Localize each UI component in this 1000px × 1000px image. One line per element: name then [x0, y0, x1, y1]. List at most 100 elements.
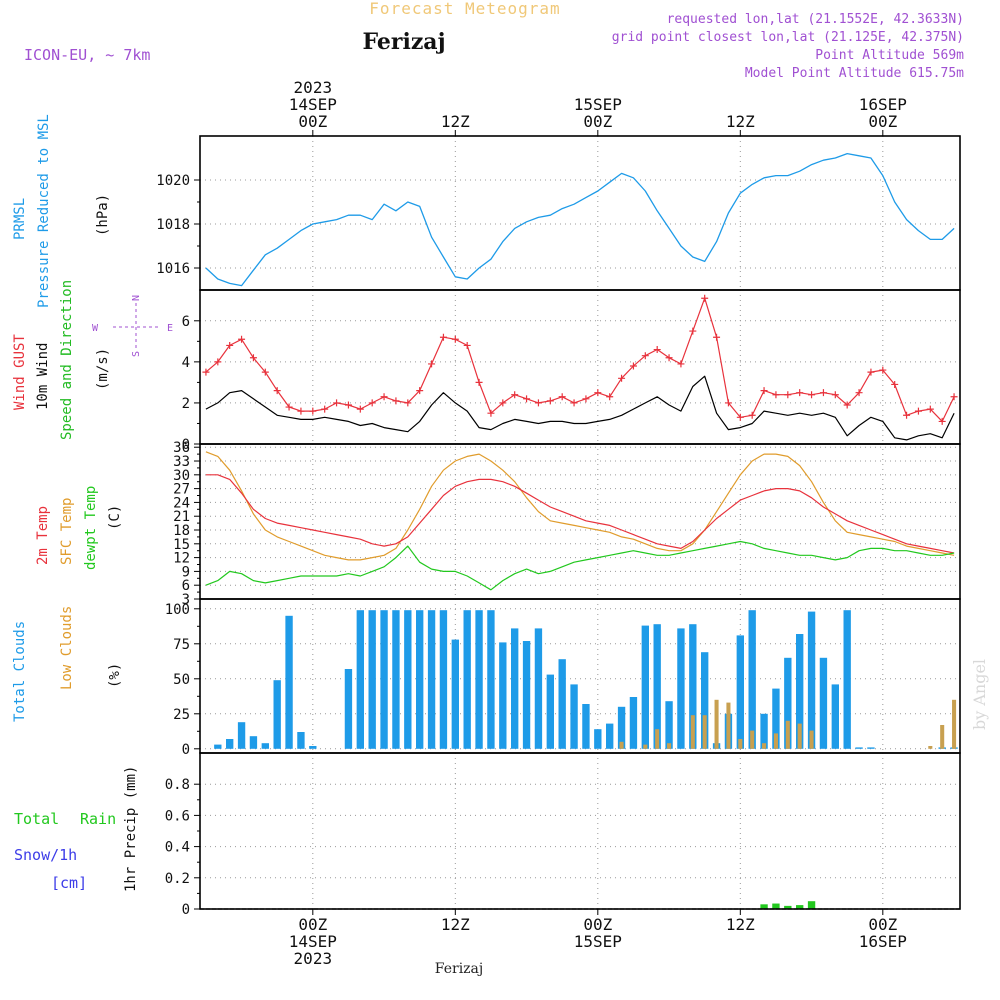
gust-marker: [724, 399, 732, 407]
footer-location: Ferizaj: [435, 961, 483, 977]
gust-marker: [594, 389, 602, 397]
gust-marker: [273, 387, 281, 395]
total-cloud-bar: [499, 642, 507, 749]
low-cloud-bar: [726, 702, 731, 749]
total-cloud-bar: [511, 628, 519, 749]
total-cloud-bar: [309, 746, 317, 749]
panel-frame: [199, 135, 961, 291]
precip-tick-label: 0: [182, 902, 190, 918]
total-cloud-bar: [772, 688, 780, 749]
gust-marker: [701, 294, 709, 302]
compass-rose: N S W E: [92, 295, 173, 357]
gust-marker: [416, 387, 424, 395]
total-cloud-bar: [701, 652, 709, 749]
gust-line: [205, 297, 955, 422]
total-cloud-bar: [368, 610, 376, 749]
low-cloud-bar: [940, 725, 945, 749]
rain-bar: [796, 905, 804, 909]
total-cloud-bar: [629, 697, 638, 749]
gust-marker: [867, 368, 875, 376]
total-cloud-bar: [784, 657, 792, 749]
total-cloud-bar: [855, 747, 863, 749]
top-time-label: 16SEP: [859, 95, 907, 114]
total-cloud-bar: [843, 610, 851, 749]
gust-marker: [356, 405, 364, 413]
bottom-time-label: 2023: [294, 949, 333, 968]
requested-coords: requested lon,lat (21.1552E, 42.3633N): [667, 12, 964, 27]
temp-tick-label: 24: [173, 495, 190, 511]
gust-marker: [606, 393, 614, 401]
top-time-label: 12Z: [726, 112, 755, 131]
gust-marker: [226, 341, 234, 349]
clouds-unit: (%): [107, 663, 123, 688]
gust-marker: [748, 411, 756, 419]
temp-unit: (C): [107, 505, 123, 530]
temp-tick-label: 3: [182, 592, 190, 608]
total-cloud-bar: [665, 701, 673, 749]
total-cloud-bar: [558, 659, 566, 749]
total-cloud-bar: [226, 739, 234, 749]
total-cloud-bar: [475, 610, 483, 749]
top-time-label: 00Z: [868, 112, 897, 131]
panel-frame: [199, 289, 961, 445]
bottom-time-label: 12Z: [441, 915, 470, 934]
axis-layer: 1016101810200246369121518212427303336025…: [156, 78, 907, 968]
temp-tick-label: 33: [173, 454, 190, 470]
total-cloud-bar: [285, 615, 293, 749]
total-cloud-bar: [689, 624, 697, 749]
gust-marker: [819, 389, 827, 397]
temp2m-label: 2m Temp: [35, 506, 51, 565]
gust-marker: [499, 399, 507, 407]
total-cloud-bar: [819, 657, 828, 749]
total-cloud-bar: [261, 743, 269, 749]
low-cloud-bar: [690, 715, 695, 749]
low-cloud-bar: [762, 743, 767, 749]
gust-marker: [511, 391, 519, 399]
total-cloud-bar: [760, 713, 768, 749]
temp-tick-label: 9: [182, 564, 190, 580]
gust-marker: [404, 399, 412, 407]
total-cloud-bar: [748, 610, 756, 749]
total-cloud-bar: [617, 706, 626, 749]
wind-tick-label: 4: [182, 355, 190, 371]
gust-marker: [641, 352, 649, 360]
gust-marker: [689, 327, 697, 335]
panel-frame: [199, 752, 961, 910]
low-cloud-bar: [655, 729, 660, 749]
gust-marker: [582, 395, 590, 403]
gust-label: Wind GUST: [12, 334, 28, 410]
gust-marker: [214, 358, 222, 366]
total-cloud-bar: [582, 704, 590, 749]
snow-label: Snow/1h: [14, 846, 77, 864]
total-cloud-bar: [831, 684, 839, 749]
temp-tick-label: 36: [173, 440, 190, 456]
temp-tick-label: 21: [173, 509, 190, 525]
compass-s: S: [131, 351, 142, 357]
total-cloud-bar: [534, 628, 543, 749]
total-cloud-bar: [297, 732, 305, 749]
total-cloud-bar: [427, 610, 436, 749]
gust-marker: [736, 413, 744, 421]
gust-marker: [891, 380, 899, 388]
total-cloud-bar: [439, 610, 448, 749]
clouds-tick-label: 75: [173, 637, 190, 653]
gust-marker: [428, 360, 436, 368]
bottom-time-label: 00Z: [868, 915, 897, 934]
temp-tick-label: 12: [173, 551, 190, 567]
pressure-tick-label: 1020: [156, 173, 190, 189]
gust-marker: [950, 393, 958, 401]
gust-marker: [879, 366, 887, 374]
total-clouds-label: Total Clouds: [12, 621, 28, 722]
temp-tick-label: 18: [173, 523, 190, 539]
bottom-time-label: 00Z: [298, 915, 327, 934]
gust-marker: [558, 393, 566, 401]
total-cloud-bar: [237, 722, 246, 749]
rain-bar: [760, 904, 768, 909]
gust-marker: [309, 407, 317, 415]
temp-tick-label: 15: [173, 537, 190, 553]
top-time-label: 12Z: [441, 112, 470, 131]
dewpt-label: dewpt Temp: [83, 486, 99, 570]
model-label: ICON-EU, ~ 7km: [24, 46, 150, 64]
precip-tick-label: 0.6: [165, 808, 190, 824]
precip-tick-label: 0.4: [165, 840, 190, 856]
